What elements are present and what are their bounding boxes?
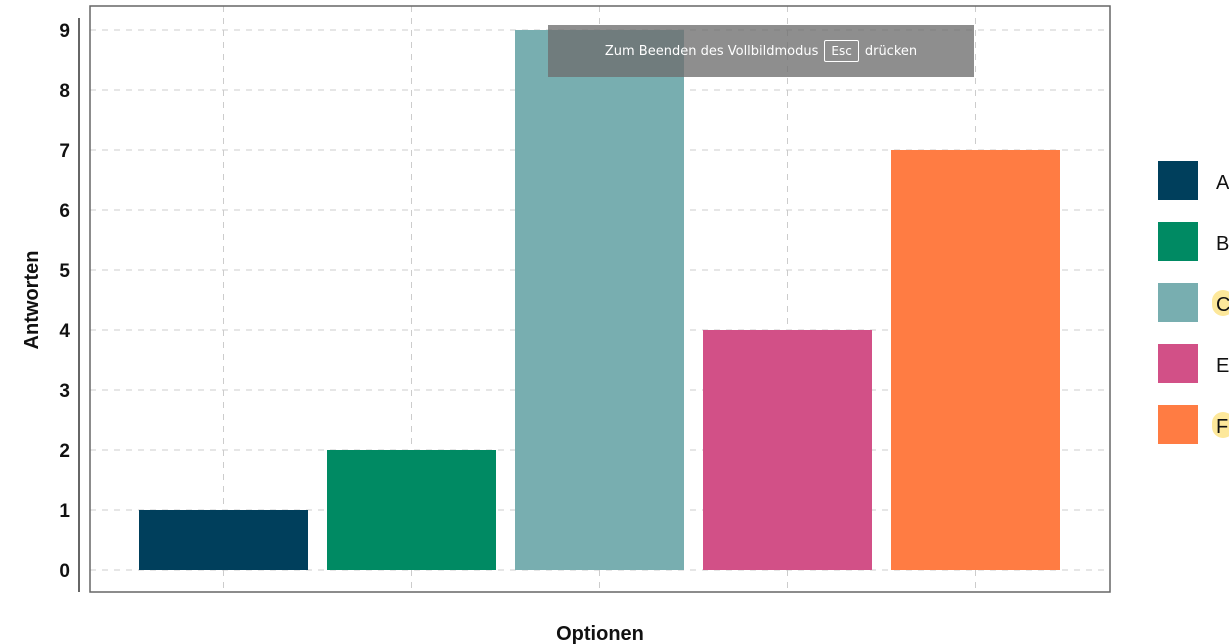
legend-swatch-B xyxy=(1158,222,1198,261)
y-tick-label: 1 xyxy=(59,501,70,522)
fullscreen-exit-notice: Zum Beenden des Vollbildmodus Esc drücke… xyxy=(548,25,974,77)
plot-frame xyxy=(89,5,1111,593)
bar-E xyxy=(703,330,872,570)
y-axis-label: Antworten xyxy=(21,251,43,350)
legend-swatch-C xyxy=(1158,283,1198,322)
y-tick-label: 8 xyxy=(59,81,70,102)
notice-text-after: drücken xyxy=(864,43,918,59)
bars-group xyxy=(139,30,1060,570)
legend-swatch-A xyxy=(1158,161,1198,200)
legend-label-A: A xyxy=(1216,172,1229,194)
legend-label-C: C xyxy=(1216,294,1229,316)
bar-B xyxy=(327,450,496,570)
x-axis-label: Optionen xyxy=(556,623,644,644)
esc-key-hint: Esc xyxy=(824,40,859,62)
y-tick-label: 4 xyxy=(59,321,70,342)
y-tick-label: 0 xyxy=(59,561,70,582)
legend-swatch-E xyxy=(1158,344,1198,383)
y-tick-label: 6 xyxy=(59,201,70,222)
notice-text-before: Zum Beenden des Vollbildmodus xyxy=(604,43,819,59)
bar-F xyxy=(891,150,1060,570)
bar-C xyxy=(515,30,684,570)
y-tick-label: 7 xyxy=(59,141,70,162)
y-tick-label: 3 xyxy=(59,381,70,402)
y-tick-label: 9 xyxy=(59,21,70,42)
y-tick-labels: 0 1 2 3 4 5 6 7 8 9 xyxy=(59,21,70,582)
legend-swatch-F xyxy=(1158,405,1198,444)
legend-label-F: F xyxy=(1216,416,1228,438)
legend-label-B: B xyxy=(1216,233,1229,255)
bar-A xyxy=(139,510,308,570)
legend-highlight-F xyxy=(1212,412,1229,438)
legend-label-E: E xyxy=(1216,355,1229,377)
legend-highlight-C xyxy=(1212,290,1229,316)
y-tick-label: 5 xyxy=(59,261,70,282)
y-tick-label: 2 xyxy=(59,441,70,462)
legend: A B C E F xyxy=(1158,161,1229,444)
